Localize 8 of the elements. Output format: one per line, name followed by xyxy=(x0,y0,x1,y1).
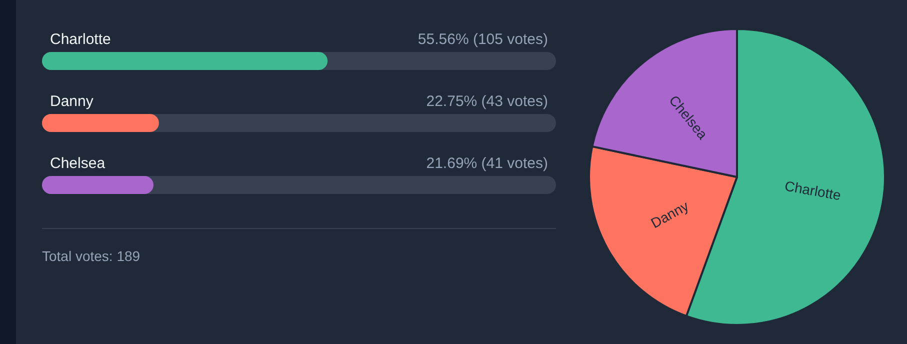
category-label: Charlotte xyxy=(50,31,111,48)
category-label: Chelsea xyxy=(50,155,106,172)
slice-label: Charlotte xyxy=(783,178,842,204)
text: Total votes: 189 xyxy=(42,248,140,264)
data-label: 21.69% (41 votes) xyxy=(426,155,548,172)
category-label: Danny xyxy=(50,93,94,110)
data-label: 55.56% (105 votes) xyxy=(418,31,548,48)
data-label: 22.75% (43 votes) xyxy=(426,93,548,110)
